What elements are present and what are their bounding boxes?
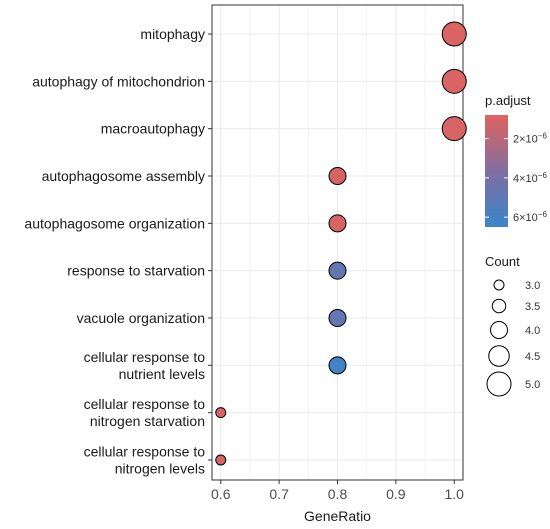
x-tick-label: 0.8: [328, 486, 348, 502]
category-label: cellular response to nitrogen starvation: [84, 396, 206, 429]
size-legend-label: 5.0: [525, 379, 540, 391]
category-label: macroautophagy: [101, 121, 205, 137]
category-label: cellular response to nutrient levels: [84, 349, 206, 382]
size-legend-label: 3.0: [525, 280, 540, 292]
data-point: [328, 214, 347, 233]
data-point: [328, 309, 347, 327]
data-point: [328, 261, 347, 280]
color-legend-title: p.adjust: [485, 93, 531, 108]
size-legend-circle: [491, 298, 507, 314]
grid: [212, 5, 463, 480]
size-legend-label: 3.5: [525, 301, 540, 313]
category-label: mitophagy: [140, 26, 205, 42]
category-label: autophagosome assembly: [42, 168, 205, 184]
legend: p.adjust 2×10−6 4×10−6 6×10−6 Count 3.0 3.5 4.0…: [485, 93, 547, 397]
data-points: [215, 21, 467, 466]
data-point: [441, 21, 467, 47]
color-legend-label: 4×10−6: [513, 171, 547, 185]
size-legend-circle: [488, 345, 510, 367]
x-tick-label: 0.9: [386, 486, 406, 502]
category-label: autophagosome organization: [24, 215, 205, 231]
category-label: vacuole organization: [77, 310, 205, 326]
category-label: cellular response to nitrogen levels: [84, 444, 206, 477]
data-point: [215, 407, 227, 419]
size-legend-circle: [493, 279, 505, 291]
data-point: [441, 116, 467, 142]
size-legend-circle: [490, 321, 508, 339]
x-axis: 0.6 0.7 0.8 0.9 1.0: [211, 480, 464, 502]
x-axis-title: GeneRatio: [304, 508, 371, 524]
size-legend-label: 4.5: [525, 351, 540, 363]
data-point: [441, 68, 467, 94]
x-tick-label: 0.7: [269, 486, 289, 502]
color-legend-label: 2×10−6: [513, 132, 547, 146]
data-point: [328, 356, 347, 375]
size-legend-title: Count: [485, 254, 520, 269]
y-axis: mitophagy autophagy of mitochondrion macro…: [24, 26, 212, 477]
color-legend-label: 6×10−6: [513, 210, 547, 224]
color-bar: [485, 115, 508, 227]
category-label: autophagy of mitochondrion: [32, 73, 205, 89]
data-point: [215, 454, 227, 466]
x-tick-label: 1.0: [445, 486, 465, 502]
size-legend-circle: [486, 371, 512, 397]
data-point: [328, 167, 347, 185]
size-legend-label: 4.0: [525, 325, 540, 337]
x-tick-label: 0.6: [211, 486, 231, 502]
category-label: response to starvation: [67, 263, 205, 279]
